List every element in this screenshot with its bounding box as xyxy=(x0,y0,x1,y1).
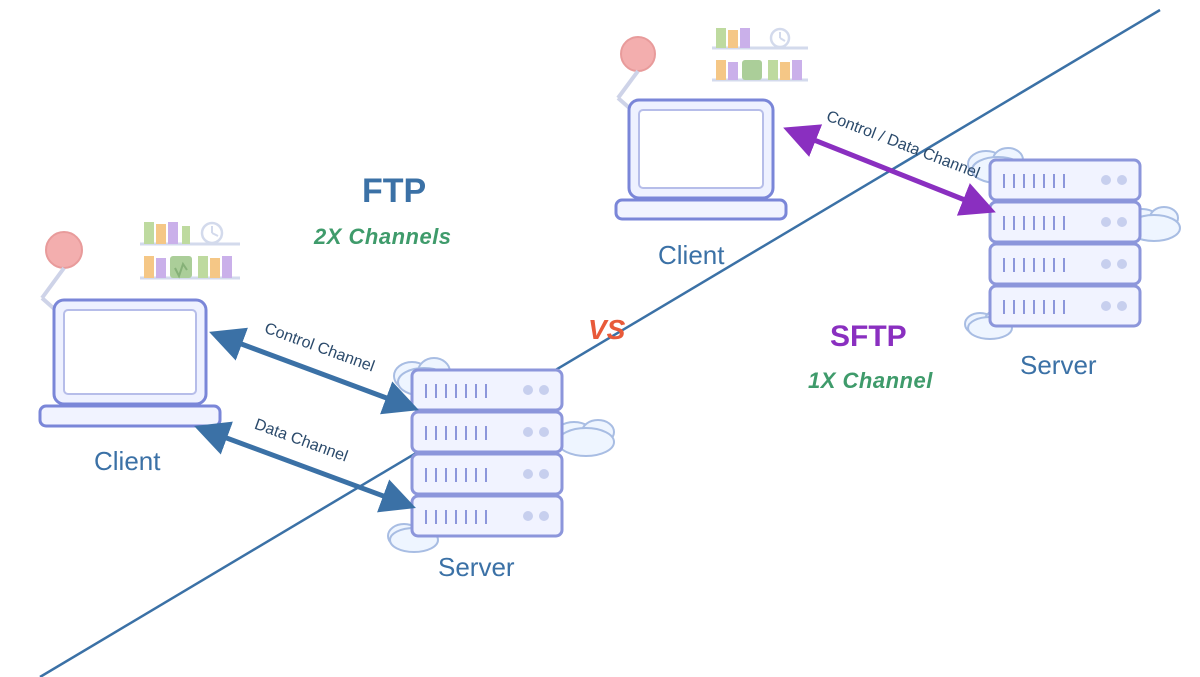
sftp-server-icon xyxy=(990,160,1140,326)
sftp-title: SFTP xyxy=(830,320,907,354)
sftp-client-label: Client xyxy=(658,240,724,271)
ftp-server-icon xyxy=(412,370,562,536)
sftp-subtitle: 1X Channel xyxy=(808,368,933,394)
ftp-client-label: Client xyxy=(94,446,160,477)
sftp-client-laptop-icon xyxy=(616,100,786,219)
sftp-server-label: Server xyxy=(1020,350,1097,381)
ftp-server-label: Server xyxy=(438,552,515,583)
ftp-subtitle: 2X Channels xyxy=(314,224,452,250)
vs-label: VS xyxy=(588,314,625,346)
ftp-client-laptop-icon xyxy=(40,300,220,426)
ftp-title: FTP xyxy=(362,172,426,211)
